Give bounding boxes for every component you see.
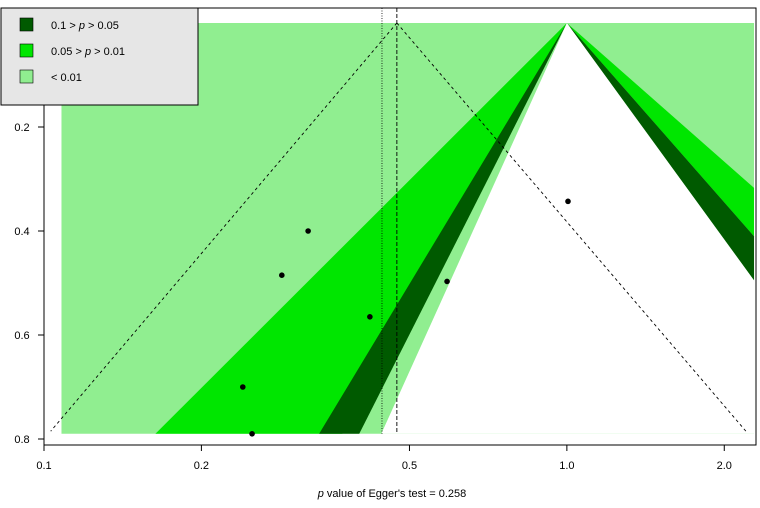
x-tick-label: 2.0: [717, 460, 732, 472]
x-tick-label: 0.1: [36, 460, 51, 472]
x-axis-label-variable: p: [317, 488, 324, 500]
legend-label: < 0.01: [51, 72, 82, 84]
study-points: [239, 198, 571, 437]
legend-label: 0.1 > p > 0.05: [51, 20, 119, 32]
y-tick-label: 0.2: [14, 122, 29, 134]
study-point: [239, 384, 246, 390]
legend-swatch: [19, 43, 34, 58]
x-axis-label-text: value of Egger's test = 0.258: [324, 488, 466, 500]
y-tick-label: 0.8: [14, 434, 29, 446]
legend-swatch: [19, 69, 34, 84]
contour-region-0.1-0.05-left: [319, 23, 567, 434]
contour-region-0.05-0.01-left: [155, 23, 567, 434]
y-tick-label: 0.6: [14, 330, 29, 342]
x-tick-label: 0.5: [402, 460, 417, 472]
legend: 0.1 > p > 0.05 0.05 > p > 0.01 < 0.01: [0, 7, 199, 106]
legend-box: [0, 7, 199, 106]
study-point: [565, 198, 571, 205]
legend-label: 0.05 > p > 0.01: [51, 46, 125, 58]
x-tick-label: 0.2: [194, 460, 209, 472]
study-point: [279, 272, 285, 279]
x-axis-label: p value of Egger's test = 0.258: [317, 488, 467, 500]
x-axis: 0.1 0.2 0.5 1.0 2.0: [36, 444, 732, 472]
x-tick-label: 1.0: [559, 460, 574, 472]
study-point: [444, 278, 450, 285]
study-point: [367, 314, 373, 320]
non-significant-region: [381, 23, 755, 434]
legend-swatch: [19, 17, 34, 32]
funnel-lines: [50, 8, 747, 434]
significance-contours: [61, 23, 755, 434]
study-point: [305, 228, 311, 234]
funnel-left-boundary: [50, 22, 398, 432]
y-tick-label: 0.4: [14, 226, 29, 238]
study-point: [249, 431, 255, 437]
